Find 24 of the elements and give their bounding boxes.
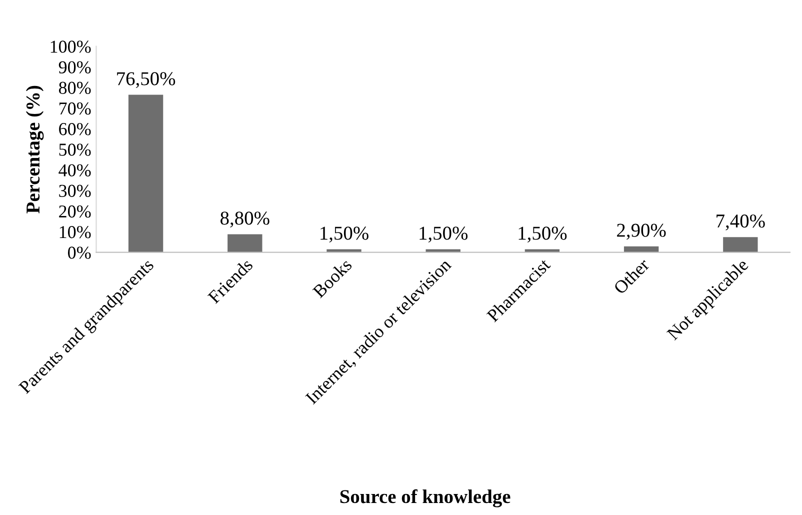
y-tick-label: 0%	[68, 246, 91, 259]
data-label: 76,50%	[117, 72, 176, 88]
bar	[624, 246, 659, 252]
x-axis-title: Source of knowledge	[340, 489, 510, 508]
data-label: 7,40%	[716, 214, 765, 230]
bar	[128, 94, 164, 252]
y-tick-label: 40%	[58, 164, 91, 176]
data-label: 1,50%	[420, 226, 468, 243]
data-label: 8,80%	[220, 212, 270, 228]
data-label: 1,50%	[518, 226, 567, 243]
y-tick-label: 90%	[58, 61, 91, 74]
y-tick-label: 100%	[50, 40, 91, 53]
data-label: 2,90%	[617, 224, 666, 240]
bar	[723, 237, 758, 252]
y-tick-label: 50%	[59, 144, 91, 156]
y-tick-label: 60%	[59, 123, 91, 136]
bar	[228, 234, 262, 252]
y-axis-title: Percentage (%)	[26, 86, 44, 214]
y-tick-label: 20%	[59, 205, 91, 218]
y-tick-label: 30%	[59, 184, 91, 198]
y-tick-label: 70%	[59, 102, 91, 115]
data-label: 1,50%	[320, 226, 368, 243]
y-tick-label: 10%	[60, 226, 91, 238]
y-tick-label: 80%	[58, 82, 91, 94]
